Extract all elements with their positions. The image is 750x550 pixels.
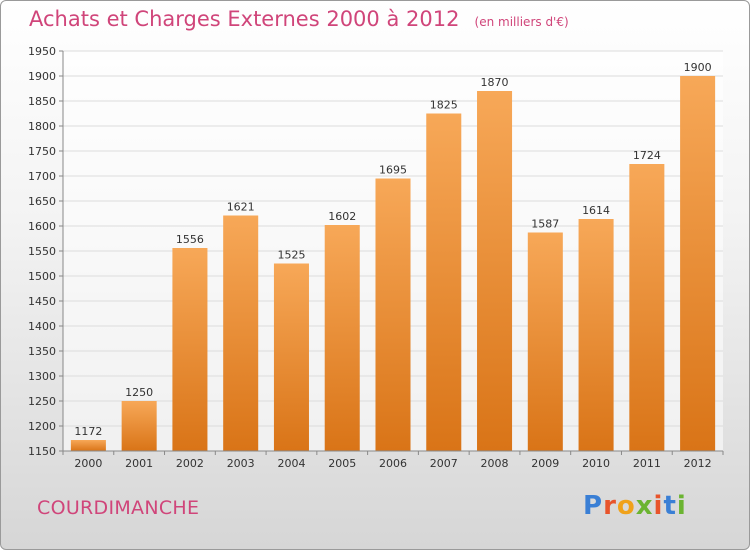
x-tick-label: 2002 <box>176 457 204 470</box>
y-tick-label: 1300 <box>28 370 56 383</box>
y-tick-label: 1350 <box>28 345 56 358</box>
bar-2009 <box>527 232 563 451</box>
y-tick-label: 1900 <box>28 70 56 83</box>
data-label: 1724 <box>633 149 661 162</box>
bar-2006 <box>375 178 411 451</box>
x-tick-label: 2000 <box>74 457 102 470</box>
x-tick-label: 2007 <box>430 457 458 470</box>
bar-2008 <box>477 91 513 451</box>
data-label: 1900 <box>684 61 712 74</box>
chart-title-area: Achats et Charges Externes 2000 à 2012 (… <box>29 7 569 31</box>
data-label: 1870 <box>481 76 509 89</box>
x-axis: 2000 2001 2002 2003 2004 2005 2006 2007 2008 2009… <box>62 450 724 470</box>
bar-2010 <box>578 219 614 451</box>
logo-letter: x <box>635 491 654 521</box>
bar-2004 <box>273 263 309 451</box>
data-label: 1250 <box>125 386 153 399</box>
logo-letter: t <box>663 491 677 521</box>
y-tick-label: 1600 <box>28 220 56 233</box>
x-tick-label: 2005 <box>328 457 356 470</box>
y-axis: 1150 1200 1250 1300 1350 1400 1450 1500 1550 1600… <box>28 45 64 458</box>
logo-letter: r <box>603 491 617 521</box>
y-tick-label: 1950 <box>28 45 56 58</box>
data-label: 1695 <box>379 164 407 177</box>
x-tick-label: 2004 <box>277 457 305 470</box>
y-tick-label: 1700 <box>28 170 56 183</box>
bar-2012 <box>680 76 716 451</box>
logo-letter: i <box>676 491 687 521</box>
y-tick-label: 1200 <box>28 420 56 433</box>
bars: 1172 1250 1556 1621 1525 1602 1695 1825 1870 1587… <box>70 61 716 451</box>
x-tick-label: 2008 <box>481 457 509 470</box>
data-label: 1172 <box>74 425 102 438</box>
data-label: 1621 <box>227 201 255 214</box>
data-label: 1614 <box>582 204 610 217</box>
y-tick-label: 1550 <box>28 245 56 258</box>
x-tick-label: 2010 <box>582 457 610 470</box>
chart-subtitle: (en milliers d'€) <box>474 15 569 29</box>
bar-2005 <box>324 225 360 451</box>
data-label: 1602 <box>328 210 356 223</box>
x-tick-label: 2011 <box>633 457 661 470</box>
data-label: 1825 <box>430 99 458 112</box>
bar-2007 <box>426 113 462 451</box>
bar-2011 <box>629 164 665 451</box>
y-tick-label: 1650 <box>28 195 56 208</box>
y-tick-label: 1400 <box>28 320 56 333</box>
bar-2003 <box>223 215 259 451</box>
logo-letter: i <box>653 491 664 521</box>
data-label: 1556 <box>176 233 204 246</box>
x-tick-label: 2006 <box>379 457 407 470</box>
y-tick-label: 1150 <box>28 445 56 458</box>
y-tick-label: 1450 <box>28 295 56 308</box>
data-label: 1587 <box>531 218 559 231</box>
y-tick-label: 1750 <box>28 145 56 158</box>
data-label: 1525 <box>277 249 305 262</box>
x-tick-label: 2009 <box>531 457 559 470</box>
bar-2001 <box>121 401 157 451</box>
x-tick-label: 2003 <box>227 457 255 470</box>
chart-title: Achats et Charges Externes 2000 à 2012 <box>29 7 460 31</box>
proxiti-logo: Proxiti <box>583 491 687 521</box>
x-tick-label: 2001 <box>125 457 153 470</box>
logo-letter: o <box>616 491 636 521</box>
bar-2000 <box>70 440 106 451</box>
commune-name: COURDIMANCHE <box>37 497 200 519</box>
logo-letter: P <box>583 491 604 521</box>
bar-2002 <box>172 248 208 451</box>
y-tick-label: 1850 <box>28 95 56 108</box>
y-tick-label: 1250 <box>28 395 56 408</box>
y-tick-label: 1500 <box>28 270 56 283</box>
y-tick-label: 1800 <box>28 120 56 133</box>
x-tick-label: 2012 <box>684 457 712 470</box>
